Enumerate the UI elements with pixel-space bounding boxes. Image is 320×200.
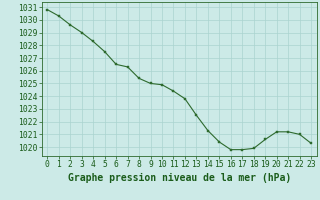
X-axis label: Graphe pression niveau de la mer (hPa): Graphe pression niveau de la mer (hPa)	[68, 173, 291, 183]
